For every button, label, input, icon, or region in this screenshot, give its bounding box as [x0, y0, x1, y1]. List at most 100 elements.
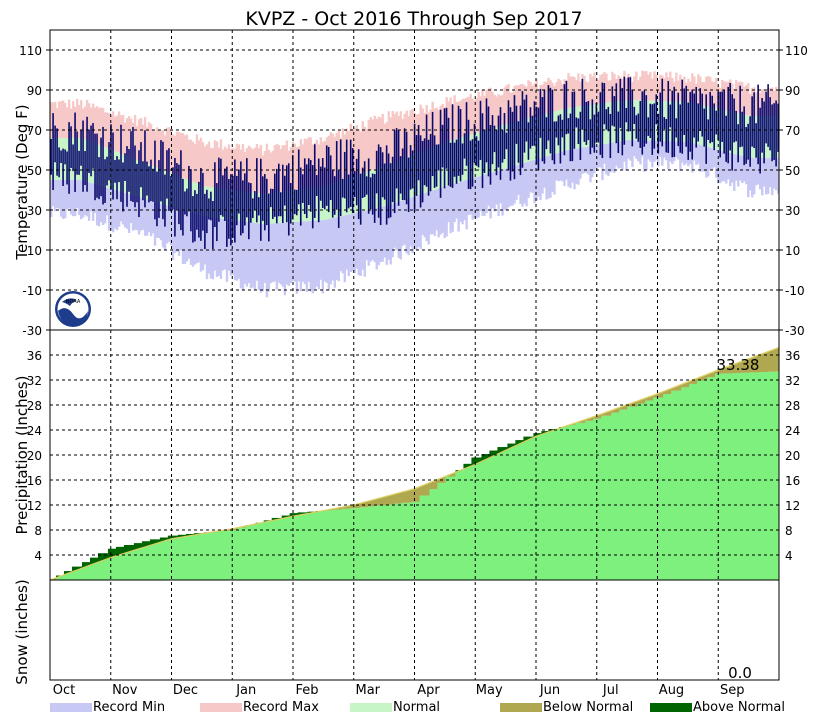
observed-temperature-bar — [775, 101, 777, 167]
observed-temperature-bar — [264, 174, 266, 230]
legend-swatch — [50, 703, 92, 712]
month-label: Sep — [720, 683, 745, 698]
observed-temperature-bar — [374, 174, 376, 223]
observed-temperature-bar — [400, 156, 402, 193]
month-label: Apr — [417, 683, 440, 698]
observed-temperature-bar — [584, 90, 586, 142]
observed-temperature-bar — [713, 103, 715, 150]
legend-label: Record Max — [243, 700, 319, 715]
precipitation-tick-label-right: 28 — [785, 399, 800, 413]
observed-temperature-bar — [302, 174, 304, 203]
observed-temperature-bar — [705, 94, 707, 164]
observed-temperature-bar — [86, 117, 88, 192]
observed-temperature-bar — [330, 155, 332, 200]
observed-temperature-bar — [300, 168, 302, 226]
observed-temperature-bar — [142, 161, 144, 200]
observed-temperature-bar — [645, 95, 647, 143]
observed-temperature-bar — [679, 104, 681, 152]
observed-temperature-bar — [166, 150, 168, 198]
observed-temperature-bar — [703, 109, 705, 147]
observed-temperature-bar — [699, 88, 701, 131]
observed-temperature-bar — [58, 147, 60, 177]
observed-temperature-bar — [118, 159, 120, 182]
observed-temperature-bar — [256, 158, 258, 222]
observed-temperature-bar — [540, 89, 542, 138]
observed-temperature-bar — [356, 159, 358, 205]
observed-temperature-bar — [342, 179, 344, 198]
observed-temperature-bar — [120, 125, 122, 202]
observed-temperature-bar — [632, 89, 634, 146]
observed-temperature-bar — [600, 92, 602, 155]
observed-temperature-bar — [306, 164, 308, 218]
observed-temperature-bar — [671, 91, 673, 158]
temperature-tick-label-left: 50 — [27, 164, 42, 178]
observed-temperature-bar — [424, 138, 426, 185]
observed-temperature-bar — [544, 89, 546, 163]
observed-temperature-bar — [552, 90, 554, 161]
observed-temperature-bar — [112, 132, 114, 199]
temperature-tick-label-right: 70 — [785, 124, 800, 138]
observed-temperature-bar — [755, 123, 757, 157]
observed-temperature-bar — [168, 148, 170, 211]
observed-temperature-bar — [320, 167, 322, 201]
observed-temperature-bar — [260, 159, 262, 241]
observed-temperature-bar — [610, 114, 612, 158]
observed-temperature-bar — [498, 116, 500, 168]
observed-temperature-bar — [164, 175, 166, 227]
observed-temperature-bar — [685, 86, 687, 147]
observed-temperature-bar — [186, 189, 188, 217]
observed-temperature-bar — [50, 139, 52, 175]
observed-temperature-bar — [735, 111, 737, 142]
observed-temperature-bar — [106, 157, 108, 186]
observed-temperature-bar — [390, 163, 392, 217]
observed-temperature-bar — [460, 109, 462, 181]
observed-temperature-bar — [126, 146, 128, 207]
observed-temperature-bar — [298, 149, 300, 204]
legend-item: Above Normal — [650, 700, 785, 715]
observed-temperature-bar — [222, 175, 224, 216]
observed-temperature-bar — [562, 120, 564, 138]
temperature-tick-label-left: -10 — [22, 284, 42, 298]
observed-temperature-bar — [60, 150, 62, 163]
month-label: Jan — [235, 683, 256, 698]
legend-label: Below Normal — [543, 700, 633, 715]
observed-temperature-bar — [378, 144, 380, 217]
observed-temperature-bar — [340, 139, 342, 216]
temperature-tick-label-right: 10 — [785, 244, 800, 258]
legend-swatch — [500, 703, 542, 712]
observed-temperature-bar — [624, 77, 626, 145]
observed-temperature-bar — [220, 159, 222, 215]
observed-temperature-bar — [612, 86, 614, 125]
observed-temperature-bar — [388, 154, 390, 219]
observed-temperature-bar — [472, 139, 474, 186]
observed-temperature-bar — [56, 128, 58, 175]
month-label: Jun — [539, 683, 560, 698]
observed-temperature-bar — [272, 189, 274, 219]
temperature-tick-label-left: 30 — [27, 204, 42, 218]
observed-temperature-bar — [396, 128, 398, 188]
observed-temperature-bar — [568, 118, 570, 133]
observed-temperature-bar — [570, 114, 572, 162]
observed-temperature-bar — [74, 113, 76, 192]
observed-temperature-bar — [440, 110, 442, 198]
temperature-tick-label-left: -30 — [22, 324, 42, 338]
observed-temperature-bar — [470, 141, 472, 189]
observed-temperature-bar — [558, 116, 560, 146]
observed-temperature-bar — [506, 133, 508, 150]
observed-temperature-bar — [100, 138, 102, 197]
observed-temperature-bar — [522, 91, 524, 168]
observed-temperature-bar — [304, 158, 306, 214]
observed-temperature-bar — [771, 104, 773, 161]
observed-temperature-bar — [749, 116, 751, 166]
observed-temperature-bar — [538, 108, 540, 171]
observed-temperature-bar — [404, 128, 406, 200]
precipitation-tick-label-left: 36 — [27, 349, 42, 363]
temperature-tick-label-right: -10 — [785, 284, 805, 298]
observed-temperature-bar — [344, 152, 346, 198]
observed-temperature-bar — [643, 91, 645, 147]
observed-temperature-bar — [765, 92, 767, 144]
observed-temperature-bar — [741, 112, 743, 147]
precipitation-tick-label-left: 8 — [34, 524, 42, 538]
observed-temperature-bar — [318, 159, 320, 223]
